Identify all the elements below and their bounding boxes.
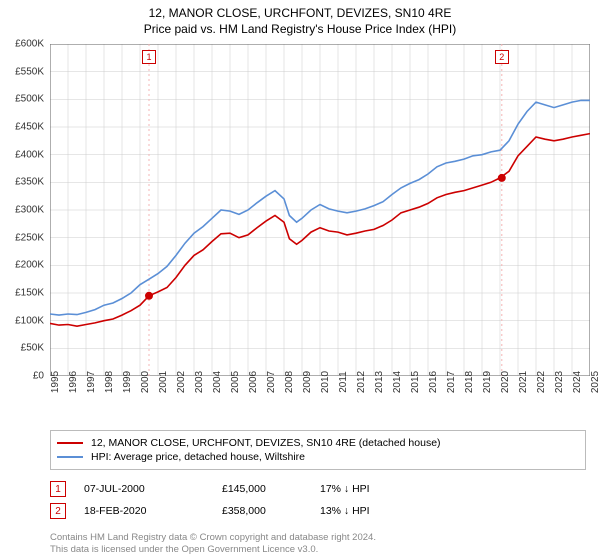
y-tick-label: £600K bbox=[15, 39, 44, 50]
sale-badge: 1 bbox=[50, 481, 66, 497]
x-tick-label: 2001 bbox=[158, 371, 169, 393]
y-tick-label: £550K bbox=[15, 66, 44, 77]
x-tick-label: 1998 bbox=[104, 371, 115, 393]
title-block: 12, MANOR CLOSE, URCHFONT, DEVIZES, SN10… bbox=[0, 0, 600, 38]
sale-record-row: 1 07-JUL-2000 £145,000 17% ↓ HPI bbox=[50, 478, 586, 500]
y-tick-label: £450K bbox=[15, 122, 44, 133]
sale-diff: 13% ↓ HPI bbox=[320, 505, 420, 517]
x-tick-label: 2000 bbox=[140, 371, 151, 393]
y-tick-label: £400K bbox=[15, 149, 44, 160]
x-tick-label: 2008 bbox=[284, 371, 295, 393]
x-tick-label: 2024 bbox=[572, 371, 583, 393]
event-marker-badge: 2 bbox=[495, 50, 509, 64]
x-tick-label: 2004 bbox=[212, 371, 223, 393]
x-tick-label: 2022 bbox=[536, 371, 547, 393]
legend-label: HPI: Average price, detached house, Wilt… bbox=[91, 451, 305, 463]
x-tick-label: 2005 bbox=[230, 371, 241, 393]
x-tick-label: 2018 bbox=[464, 371, 475, 393]
legend-item: 12, MANOR CLOSE, URCHFONT, DEVIZES, SN10… bbox=[57, 437, 579, 449]
y-tick-label: £200K bbox=[15, 260, 44, 271]
y-tick-label: £350K bbox=[15, 177, 44, 188]
sale-records: 1 07-JUL-2000 £145,000 17% ↓ HPI 2 18-FEB-202… bbox=[50, 478, 586, 522]
x-tick-label: 2002 bbox=[176, 371, 187, 393]
x-tick-label: 2006 bbox=[248, 371, 259, 393]
x-tick-label: 2013 bbox=[374, 371, 385, 393]
sale-price: £358,000 bbox=[222, 505, 302, 517]
chart-subtitle: Price paid vs. HM Land Registry's House … bbox=[0, 22, 600, 36]
chart-container: 12, MANOR CLOSE, URCHFONT, DEVIZES, SN10… bbox=[0, 0, 600, 560]
y-axis: £0£50K£100K£150K£200K£250K£300K£350K£400… bbox=[0, 44, 48, 376]
x-tick-label: 2019 bbox=[482, 371, 493, 393]
x-tick-label: 2010 bbox=[320, 371, 331, 393]
sale-diff: 17% ↓ HPI bbox=[320, 483, 420, 495]
event-marker-badge: 1 bbox=[142, 50, 156, 64]
plot-area: 12 bbox=[50, 44, 590, 376]
x-tick-label: 1997 bbox=[86, 371, 97, 393]
legend: 12, MANOR CLOSE, URCHFONT, DEVIZES, SN10… bbox=[50, 430, 586, 470]
x-tick-label: 1996 bbox=[68, 371, 79, 393]
sale-date: 07-JUL-2000 bbox=[84, 483, 204, 495]
x-tick-label: 2003 bbox=[194, 371, 205, 393]
y-tick-label: £0 bbox=[33, 371, 44, 382]
x-tick-label: 2016 bbox=[428, 371, 439, 393]
chart-title: 12, MANOR CLOSE, URCHFONT, DEVIZES, SN10… bbox=[0, 6, 600, 20]
x-tick-label: 2015 bbox=[410, 371, 421, 393]
y-tick-label: £50K bbox=[21, 343, 44, 354]
legend-label: 12, MANOR CLOSE, URCHFONT, DEVIZES, SN10… bbox=[91, 437, 441, 449]
x-tick-label: 2017 bbox=[446, 371, 457, 393]
x-tick-label: 2023 bbox=[554, 371, 565, 393]
y-tick-label: £500K bbox=[15, 94, 44, 105]
legend-swatch bbox=[57, 456, 83, 458]
x-axis: 1995199619971998199920002001200220032004… bbox=[50, 378, 590, 428]
y-tick-label: £300K bbox=[15, 205, 44, 216]
sale-badge: 2 bbox=[50, 503, 66, 519]
x-tick-label: 2007 bbox=[266, 371, 277, 393]
sale-record-row: 2 18-FEB-2020 £358,000 13% ↓ HPI bbox=[50, 500, 586, 522]
legend-item: HPI: Average price, detached house, Wilt… bbox=[57, 451, 579, 463]
x-tick-label: 2014 bbox=[392, 371, 403, 393]
footer-line-2: This data is licensed under the Open Gov… bbox=[50, 544, 376, 556]
x-tick-label: 1999 bbox=[122, 371, 133, 393]
y-tick-label: £250K bbox=[15, 232, 44, 243]
legend-swatch bbox=[57, 442, 83, 444]
y-tick-label: £150K bbox=[15, 288, 44, 299]
x-tick-label: 2025 bbox=[590, 371, 600, 393]
y-tick-label: £100K bbox=[15, 315, 44, 326]
sale-date: 18-FEB-2020 bbox=[84, 505, 204, 517]
x-tick-label: 1995 bbox=[50, 371, 61, 393]
x-tick-label: 2012 bbox=[356, 371, 367, 393]
x-tick-label: 2011 bbox=[338, 371, 349, 393]
footer-attribution: Contains HM Land Registry data © Crown c… bbox=[50, 532, 376, 556]
chart-svg bbox=[50, 44, 590, 376]
x-tick-label: 2020 bbox=[500, 371, 511, 393]
x-tick-label: 2009 bbox=[302, 371, 313, 393]
footer-line-1: Contains HM Land Registry data © Crown c… bbox=[50, 532, 376, 544]
sale-price: £145,000 bbox=[222, 483, 302, 495]
x-tick-label: 2021 bbox=[518, 371, 529, 393]
